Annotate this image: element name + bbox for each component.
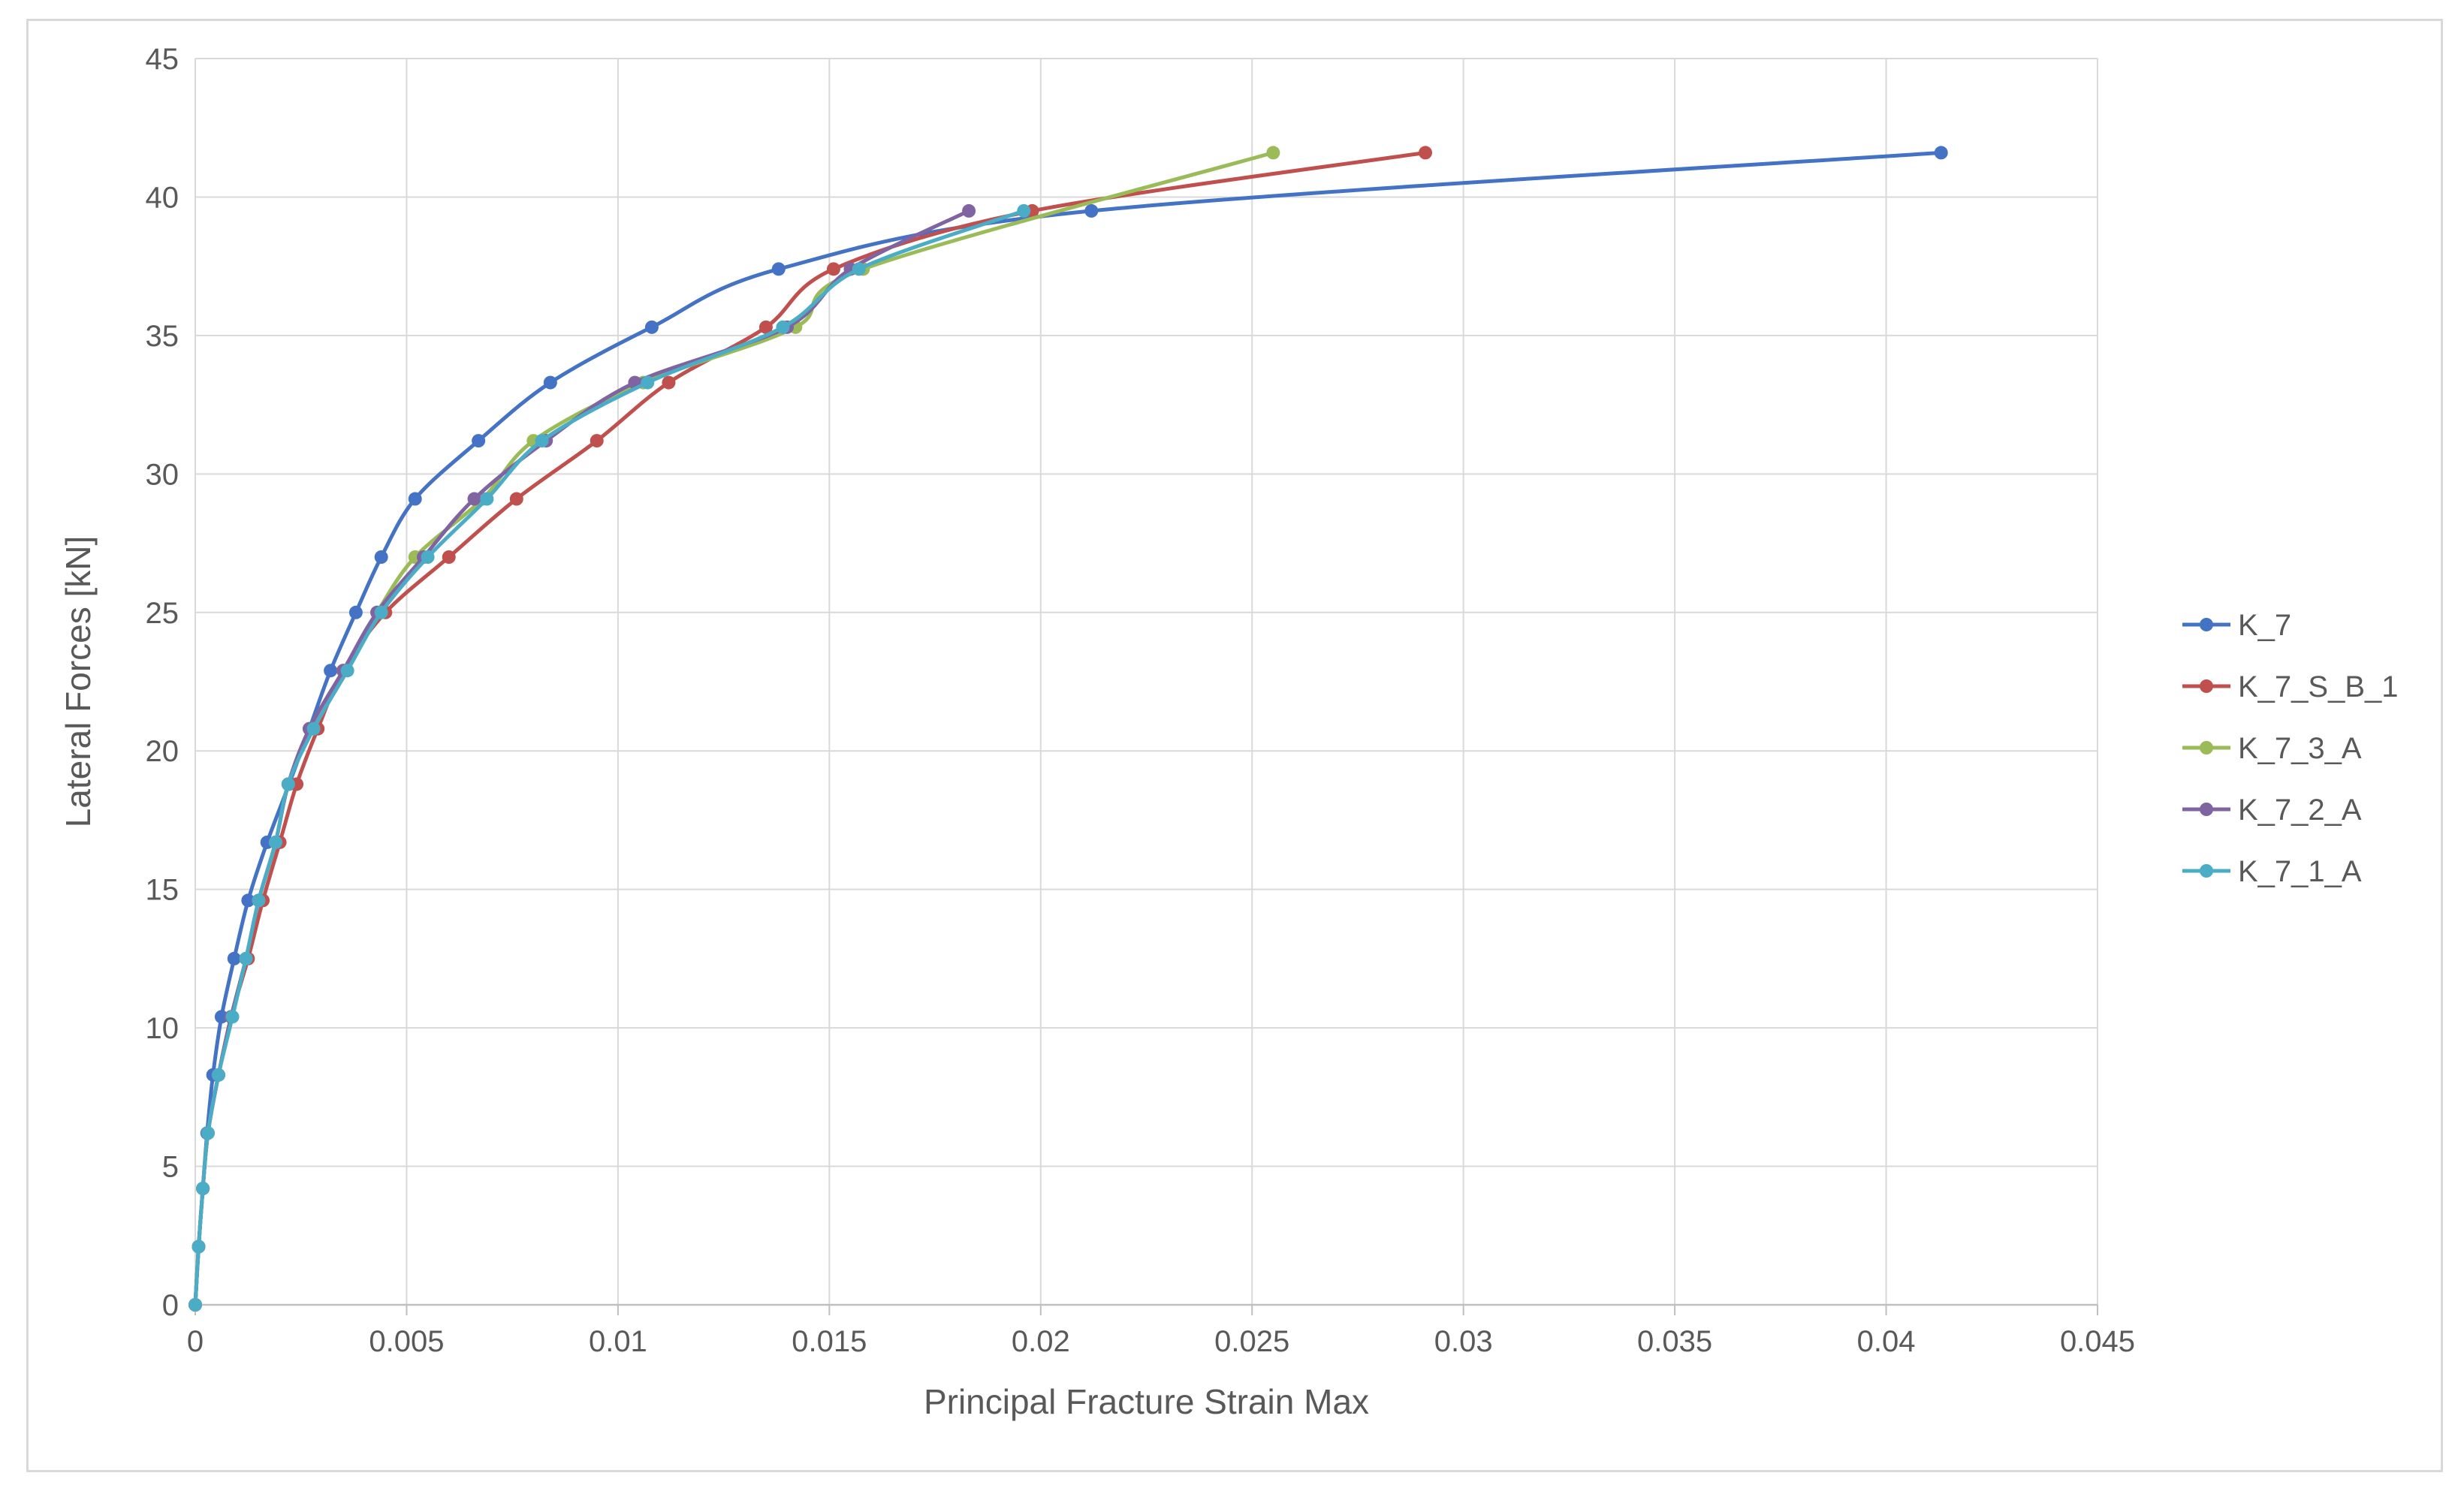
legend-label: K_7_S_B_1 [2238,670,2399,703]
data-point [472,434,486,448]
y-tick-label: 40 [146,181,179,214]
data-point [227,951,241,965]
y-tick-label: 35 [146,320,179,353]
data-point [543,375,557,390]
data-point [662,375,676,390]
x-tick-label: 0.035 [1637,1325,1712,1358]
data-point [225,1010,240,1024]
data-point [374,550,388,564]
chart-frame: 0 5 10 15 20 25 30 35 40 45 0 0.005 0.01 0.015 0.02 0.0… [26,19,2443,1472]
line-chart: 0 5 10 15 20 25 30 35 40 45 0 0.005 0.01 0.015 0.02 0.0… [59,43,2399,1421]
series-K_7_3_A [188,146,1280,1312]
legend-item: K_7 [2182,609,2291,642]
data-point [962,203,976,218]
data-point [306,721,321,736]
legend-marker [2200,803,2213,816]
data-point [644,320,659,334]
data-point [324,664,338,678]
data-point [374,605,388,619]
data-point [340,664,354,678]
data-point [268,835,282,849]
data-point [852,262,866,276]
data-point [509,492,523,506]
legend-marker [2200,864,2213,878]
legend-label: K_7_1_A [2238,855,2362,888]
data-point [201,1126,215,1140]
gridlines [195,58,2098,1306]
x-tick-label: 0.01 [589,1325,647,1358]
y-tick-label: 10 [146,1012,179,1045]
y-axis-title: Lateral Forces [kN] [59,536,98,828]
legend: K_7 K_7_S_B_1 K_7_3_A K_7_2_A K_7_1_A [2182,609,2399,888]
x-tick-label: 0 [187,1325,204,1358]
data-point [241,893,255,908]
series-K_7_1_A [188,203,1031,1312]
series-layer [188,146,1948,1312]
data-point [1934,146,1948,160]
y-tick-label: 5 [162,1151,179,1184]
data-point [442,550,456,564]
data-point [196,1182,210,1196]
data-point [281,777,295,791]
x-tick-label: 0.025 [1214,1325,1289,1358]
series-line [193,209,970,1306]
x-tick-label: 0.02 [1012,1325,1070,1358]
y-tick-label: 30 [146,458,179,491]
data-point [348,605,363,619]
data-point [1017,203,1031,218]
x-tick-label: 0.015 [792,1325,867,1358]
data-point [1266,146,1280,160]
series-K_7_S_B_1 [188,146,1433,1312]
data-point [776,320,790,334]
x-tick-label: 0.04 [1857,1325,1916,1358]
data-point [1419,146,1433,160]
data-point [467,492,481,506]
y-tick-label: 0 [162,1289,179,1322]
legend-label: K_7_3_A [2238,732,2362,765]
legend-marker [2200,741,2213,755]
data-point [252,893,266,908]
legend-label: K_7_2_A [2238,794,2362,827]
y-tick-label: 20 [146,735,179,768]
data-point [771,262,786,276]
y-tick-label: 45 [146,43,179,76]
legend-item: K_7_2_A [2182,794,2362,827]
data-point [421,550,435,564]
data-point [239,951,253,965]
data-point [535,434,549,448]
data-point [188,1298,202,1312]
data-point [192,1239,206,1254]
data-point [641,375,655,390]
x-tick-label: 0.03 [1434,1325,1493,1358]
legend-marker [2200,679,2213,693]
series-K_7 [188,146,1948,1312]
x-tick-label: 0.045 [2060,1325,2135,1358]
x-axis-title: Principal Fracture Strain Max [924,1382,1369,1421]
data-point [759,320,773,334]
legend-label: K_7 [2238,609,2291,642]
y-tick-label: 25 [146,597,179,630]
data-point [826,262,840,276]
data-point [211,1068,225,1082]
legend-item: K_7_1_A [2182,855,2362,888]
data-point [408,492,422,506]
data-point [1084,203,1099,218]
x-tick-label: 0.005 [369,1325,444,1358]
data-point [590,434,604,448]
axes: 0 5 10 15 20 25 30 35 40 45 0 0.005 0.01 0.015 0.02 0.0… [146,43,2136,1358]
legend-item: K_7_S_B_1 [2182,670,2399,703]
legend-marker [2200,618,2213,631]
legend-item: K_7_3_A [2182,732,2362,765]
series-line [193,150,1274,1306]
data-point [480,492,494,506]
series-line [193,150,1941,1306]
series-line [193,209,1025,1306]
series-line [193,150,1426,1306]
y-tick-label: 15 [146,874,179,907]
data-point [214,1010,228,1024]
